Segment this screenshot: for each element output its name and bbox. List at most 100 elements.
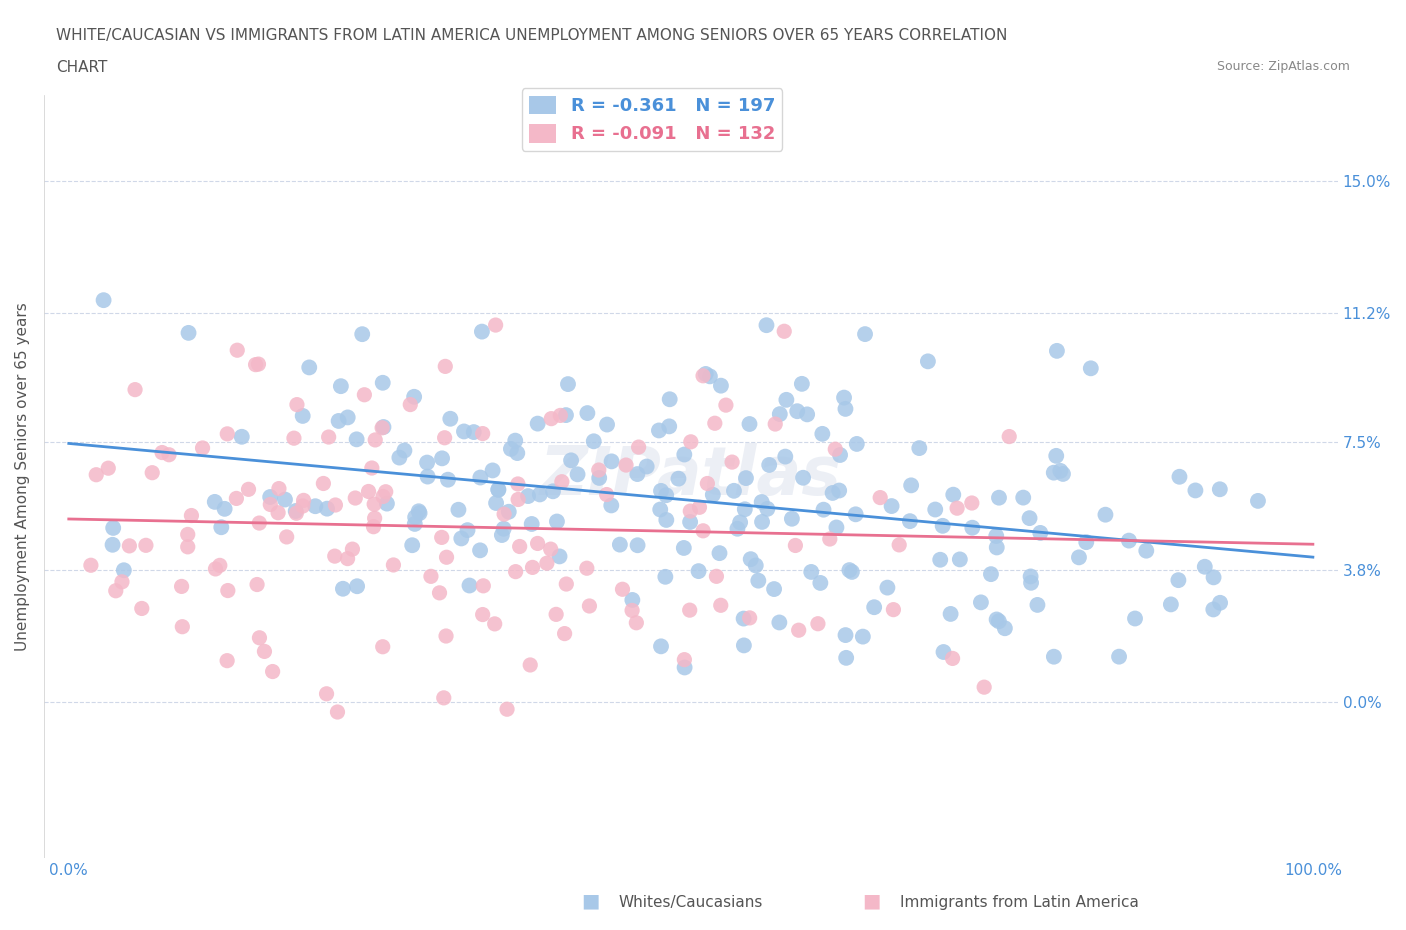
Point: [710, 598, 733, 613]
Point: [758, 458, 780, 472]
Point: [375, 497, 398, 512]
Point: [609, 538, 631, 552]
Point: [725, 522, 748, 537]
Point: [994, 621, 1017, 636]
Point: [526, 416, 548, 431]
Point: [332, 581, 354, 596]
Point: [1168, 470, 1191, 485]
Point: [97, 460, 120, 475]
Point: [578, 599, 600, 614]
Point: [853, 326, 876, 341]
Point: [551, 474, 574, 489]
Point: [673, 660, 696, 675]
Point: [946, 500, 969, 515]
Point: [600, 454, 623, 469]
Text: ■: ■: [862, 892, 882, 910]
Point: [285, 506, 308, 521]
Point: [834, 628, 856, 643]
Point: [238, 482, 260, 497]
Point: [650, 502, 672, 517]
Point: [939, 606, 962, 621]
Point: [388, 450, 411, 465]
Point: [484, 617, 506, 631]
Point: [808, 576, 831, 591]
Point: [1049, 463, 1071, 478]
Point: [492, 522, 515, 537]
Point: [710, 379, 733, 393]
Point: [103, 521, 125, 536]
Point: [353, 387, 375, 402]
Point: [811, 427, 834, 442]
Point: [706, 569, 728, 584]
Point: [124, 382, 146, 397]
Point: [436, 550, 458, 565]
Point: [118, 538, 141, 553]
Point: [503, 433, 526, 448]
Point: [430, 530, 453, 545]
Point: [942, 487, 965, 502]
Point: [889, 538, 911, 552]
Point: [769, 406, 792, 421]
Point: [191, 441, 214, 456]
Point: [496, 702, 519, 717]
Point: [1202, 602, 1225, 617]
Point: [430, 451, 453, 466]
Point: [550, 408, 572, 423]
Point: [131, 601, 153, 616]
Point: [481, 463, 503, 478]
Point: [612, 582, 634, 597]
Point: [529, 487, 551, 502]
Point: [595, 487, 617, 502]
Point: [104, 583, 127, 598]
Point: [588, 462, 610, 477]
Point: [416, 455, 439, 470]
Point: [627, 440, 650, 455]
Point: [150, 445, 173, 460]
Point: [262, 664, 284, 679]
Point: [177, 326, 200, 340]
Point: [668, 472, 690, 486]
Point: [471, 325, 494, 339]
Point: [931, 518, 953, 533]
Point: [721, 455, 744, 470]
Point: [1094, 507, 1116, 522]
Point: [785, 538, 807, 553]
Point: [679, 603, 702, 618]
Point: [304, 498, 326, 513]
Point: [373, 419, 395, 434]
Point: [420, 569, 443, 584]
Point: [1194, 559, 1216, 574]
Point: [434, 629, 457, 644]
Point: [399, 397, 422, 412]
Point: [371, 639, 394, 654]
Point: [247, 515, 270, 530]
Point: [499, 442, 522, 457]
Point: [170, 579, 193, 594]
Point: [1123, 611, 1146, 626]
Point: [841, 565, 863, 579]
Point: [1167, 573, 1189, 588]
Point: [541, 484, 564, 498]
Point: [471, 607, 494, 622]
Point: [329, 379, 352, 393]
Point: [434, 359, 457, 374]
Point: [471, 426, 494, 441]
Point: [775, 449, 797, 464]
Point: [1067, 550, 1090, 565]
Point: [346, 432, 368, 446]
Point: [672, 540, 695, 555]
Point: [621, 603, 644, 618]
Point: [540, 541, 562, 556]
Point: [768, 615, 790, 630]
Point: [932, 644, 955, 659]
Point: [433, 690, 456, 705]
Point: [763, 417, 786, 432]
Point: [650, 639, 672, 654]
Point: [838, 563, 860, 578]
Point: [998, 429, 1021, 444]
Point: [614, 458, 637, 472]
Point: [453, 424, 475, 439]
Point: [408, 504, 430, 519]
Text: WHITE/CAUCASIAN VS IMMIGRANTS FROM LATIN AMERICA UNEMPLOYMENT AMONG SENIORS OVER: WHITE/CAUCASIAN VS IMMIGRANTS FROM LATIN…: [56, 28, 1008, 43]
Point: [214, 501, 236, 516]
